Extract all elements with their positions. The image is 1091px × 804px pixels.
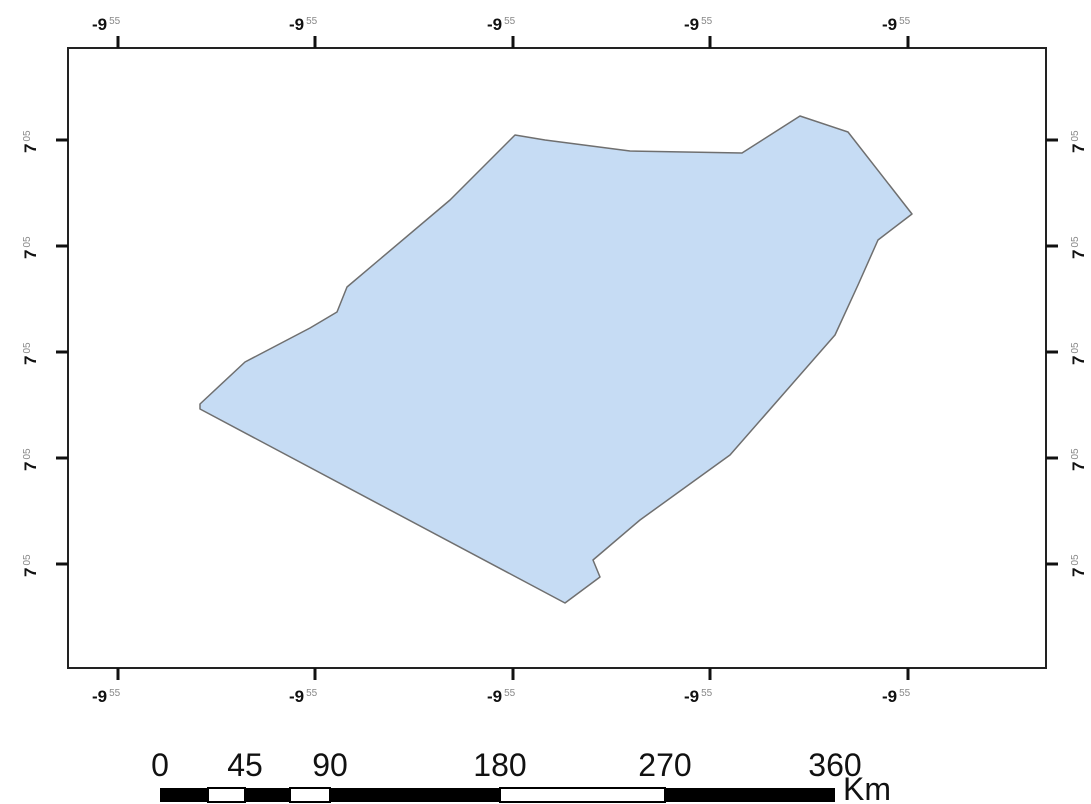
scale-bar-label: 360 bbox=[808, 747, 861, 783]
right-axis-ticks: 705 705 705 705 705 bbox=[1046, 130, 1088, 577]
region-polygon bbox=[199, 115, 913, 604]
right-axis-tick-label: 705 bbox=[1069, 342, 1088, 365]
left-axis-tick-label: 705 bbox=[21, 130, 40, 153]
bottom-axis-tick-label: -9 55 bbox=[92, 687, 121, 706]
left-axis-tick-label: 705 bbox=[21, 342, 40, 365]
bottom-axis-tick-label: -9 55 bbox=[882, 687, 911, 706]
bottom-axis-ticks: -9 55 -9 55 -9 55 -9 55 -9 55 bbox=[92, 668, 911, 706]
scale-segment bbox=[160, 788, 208, 802]
scale-segment bbox=[330, 788, 500, 802]
scale-segment bbox=[245, 788, 290, 802]
scale-segment bbox=[665, 788, 835, 802]
scale-bar-label: 270 bbox=[638, 747, 691, 783]
left-axis-tick-label: 705 bbox=[21, 554, 40, 577]
top-axis-ticks: -9 55 -9 55 -9 55 -9 55 -9 55 bbox=[92, 15, 911, 48]
right-axis-tick-label: 705 bbox=[1069, 236, 1088, 259]
scale-bar-label: 180 bbox=[473, 747, 526, 783]
left-axis-tick-label: 705 bbox=[21, 448, 40, 471]
scale-segment bbox=[499, 787, 666, 803]
bottom-axis-tick-label: -9 55 bbox=[289, 687, 318, 706]
scale-segment bbox=[207, 787, 246, 803]
scale-segment bbox=[289, 787, 331, 803]
top-axis-tick-label: -9 55 bbox=[487, 15, 516, 34]
top-axis-tick-label: -9 55 bbox=[92, 15, 121, 34]
bottom-axis-tick-label: -9 55 bbox=[487, 687, 516, 706]
right-axis-tick-label: 705 bbox=[1069, 130, 1088, 153]
top-axis-tick-label: -9 55 bbox=[289, 15, 318, 34]
left-axis-ticks: 705 705 705 705 705 bbox=[21, 130, 68, 577]
scale-bar-label: 45 bbox=[227, 747, 263, 783]
bottom-axis-tick-label: -9 55 bbox=[684, 687, 713, 706]
scale-bar-unit: Km bbox=[843, 771, 891, 804]
scale-bar-labels: 0 45 90 180 270 360 bbox=[151, 747, 862, 783]
top-axis-tick-label: -9 55 bbox=[684, 15, 713, 34]
right-axis-tick-label: 705 bbox=[1069, 554, 1088, 577]
scale-bar-label: 0 bbox=[151, 747, 169, 783]
scale-bar: 0 45 90 180 270 360 Km bbox=[151, 747, 891, 804]
top-axis-tick-label: -9 55 bbox=[882, 15, 911, 34]
left-axis-tick-label: 705 bbox=[21, 236, 40, 259]
scale-bar-label: 90 bbox=[312, 747, 348, 783]
right-axis-tick-label: 705 bbox=[1069, 448, 1088, 471]
